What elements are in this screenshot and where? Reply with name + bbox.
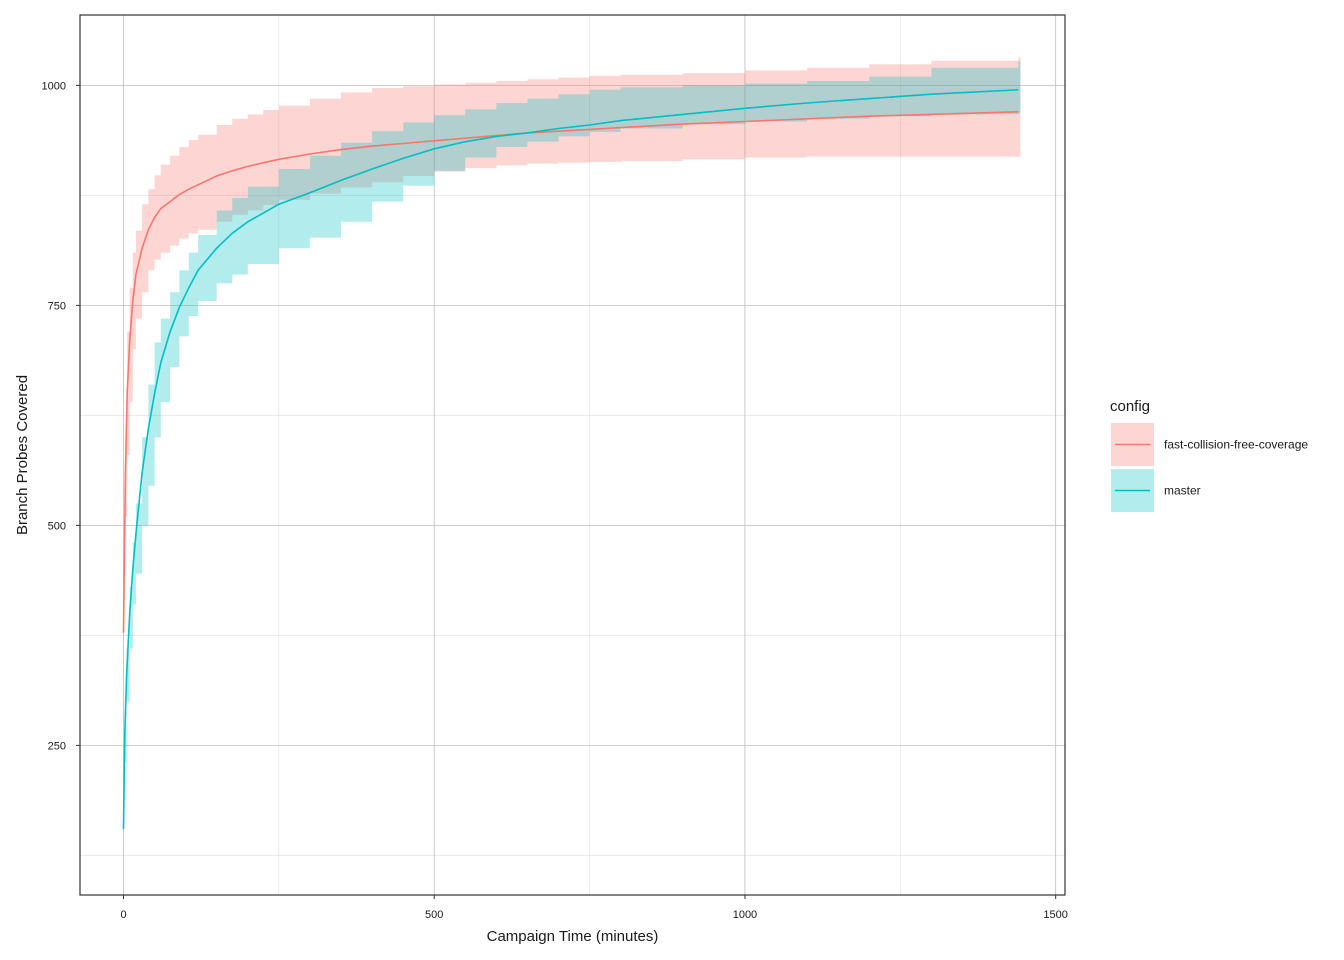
y-tick-label: 750 xyxy=(48,300,66,312)
grid-minor xyxy=(80,15,1065,895)
confidence-bands xyxy=(123,57,1021,830)
legend: config fast-collision-free-coverage maste… xyxy=(1110,398,1308,512)
x-axis: 0 500 1000 1500 xyxy=(120,895,1068,921)
y-tick-label: 1000 xyxy=(42,80,66,92)
x-tick-label: 0 xyxy=(120,909,126,921)
band-fast-collision-free-coverage xyxy=(123,57,1021,633)
x-tick-label: 1500 xyxy=(1043,909,1067,921)
y-axis-title: Branch Probes Covered xyxy=(14,375,31,535)
x-tick-label: 1000 xyxy=(733,909,757,921)
grid-major xyxy=(80,15,1065,895)
y-axis: 250 500 750 1000 xyxy=(42,80,80,752)
legend-title: config xyxy=(1110,398,1150,415)
legend-label: master xyxy=(1164,484,1201,498)
line-master xyxy=(122,89,1019,830)
plot-panel-border xyxy=(79,14,1066,896)
line-fast-collision-free-coverage xyxy=(122,111,1019,633)
y-tick-label: 500 xyxy=(48,520,66,532)
series-lines xyxy=(122,89,1019,830)
x-tick-label: 500 xyxy=(425,909,443,921)
x-axis-title: Campaign Time (minutes) xyxy=(487,928,659,945)
y-tick-label: 250 xyxy=(48,740,66,752)
legend-label: fast-collision-free-coverage xyxy=(1164,438,1308,452)
